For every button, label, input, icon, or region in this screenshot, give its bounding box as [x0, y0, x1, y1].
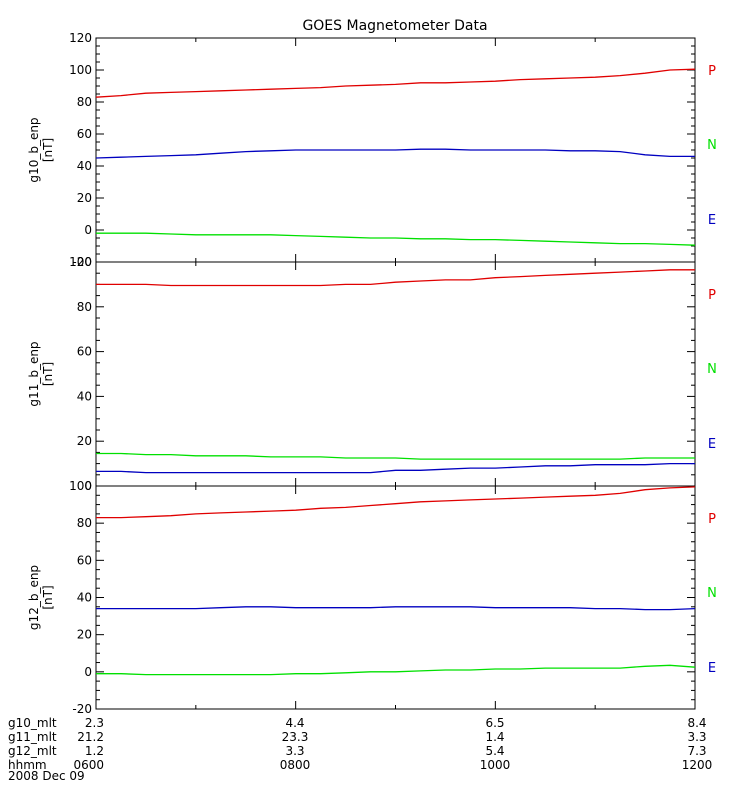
y-tick-label: 0 — [84, 223, 92, 237]
footer-value: 0600 — [73, 758, 104, 772]
series-line-E — [96, 462, 695, 474]
y-tick-label: 60 — [77, 553, 92, 567]
footer-row-label: g10_mlt — [8, 716, 57, 730]
legend-label-P: P — [708, 288, 716, 303]
panel-3: -20 0 20 40 60 80 100 g12_b_enp [nT] P N E — [27, 479, 717, 716]
y-tick-label: 80 — [77, 95, 92, 109]
y-axis-label: g11_b_enp — [27, 341, 41, 406]
y-tick-label: 40 — [77, 159, 92, 173]
y-tick-label: 40 — [77, 591, 92, 605]
y-tick-label: 20 — [77, 628, 92, 642]
series-line-E — [95, 148, 695, 159]
series-line-P — [96, 486, 696, 519]
footer-value: 21.2 — [77, 730, 104, 744]
y-tick-label: 0 — [84, 665, 92, 679]
footer-row-label: hhmm — [8, 758, 47, 772]
y-tick-label: -20 — [72, 255, 92, 269]
footer-value: 0800 — [280, 758, 311, 772]
y-tick-label: -20 — [72, 702, 92, 716]
y-tick-label: 120 — [69, 31, 92, 45]
legend-label-N: N — [707, 586, 717, 601]
legend-label-N: N — [707, 362, 717, 377]
footer-value: 23.3 — [282, 730, 309, 744]
footer-value: 3.3 — [687, 730, 706, 744]
footer-value: 1.2 — [85, 744, 104, 758]
y-tick-label: 40 — [77, 389, 92, 403]
y-tick-label: 100 — [69, 63, 92, 77]
footer-row-label: g12_mlt — [8, 744, 57, 758]
legend-label-P: P — [708, 64, 716, 79]
footer-value: 7.3 — [687, 744, 706, 758]
footer-value: 1.4 — [485, 730, 504, 744]
y-axis-label: g10_b_enp — [27, 117, 41, 182]
y-tick-label: 20 — [77, 191, 92, 205]
series-line-N — [96, 452, 695, 460]
footer-value: 8.4 — [687, 716, 706, 730]
footer-row-label: g11_mlt — [8, 730, 57, 744]
y-tick-label: 80 — [77, 516, 92, 530]
footer-value: 2.3 — [85, 716, 104, 730]
panel-frame — [95, 261, 696, 487]
chart-title: GOES Magnetometer Data — [302, 18, 487, 34]
footer-value: 3.3 — [285, 744, 304, 758]
footer-value: 4.4 — [285, 716, 304, 730]
panel-1: -20 0 20 40 60 80 100 120 g10_b_enp [nT] P N E — [27, 31, 717, 269]
y-tick-label: 60 — [77, 345, 92, 359]
y-tick-label: 100 — [69, 479, 92, 493]
y-tick-label: 0 — [84, 479, 92, 493]
y-axis-label: g12_b_enp — [27, 565, 41, 630]
y-axis-unit: [nT] — [41, 362, 55, 386]
series-line-N — [96, 664, 696, 676]
legend-label-P: P — [708, 512, 716, 527]
panel-frame — [95, 485, 696, 710]
footer-date: 2008 Dec 09 — [8, 769, 85, 783]
y-tick-label: 80 — [77, 300, 92, 314]
legend-label-E: E — [708, 661, 716, 676]
y-tick-label: 20 — [77, 434, 92, 448]
series-line-N — [96, 232, 696, 246]
y-axis-unit: [nT] — [41, 585, 55, 609]
footer-value: 1200 — [682, 758, 713, 772]
panel-2: 0 20 40 60 80 100 g11_b_enp [nT] P N E — [27, 255, 717, 493]
footer-value: 6.5 — [485, 716, 504, 730]
legend-label-N: N — [707, 138, 717, 153]
y-axis-unit: [nT] — [41, 138, 55, 162]
legend-label-E: E — [708, 437, 716, 452]
footer-value: 5.4 — [485, 744, 504, 758]
legend-label-E: E — [708, 213, 716, 228]
series-line-E — [96, 606, 696, 611]
footer-layer: g10_mlt 2.3 4.4 6.5 8.4 g11_mlt 21.2 23.3 1.4 3.3… — [8, 716, 712, 783]
y-tick-label: 60 — [77, 127, 92, 141]
series-line-P — [95, 68, 696, 98]
series-line-P — [96, 269, 695, 287]
footer-value: 1000 — [480, 758, 511, 772]
y-tick-label: 100 — [69, 255, 92, 269]
